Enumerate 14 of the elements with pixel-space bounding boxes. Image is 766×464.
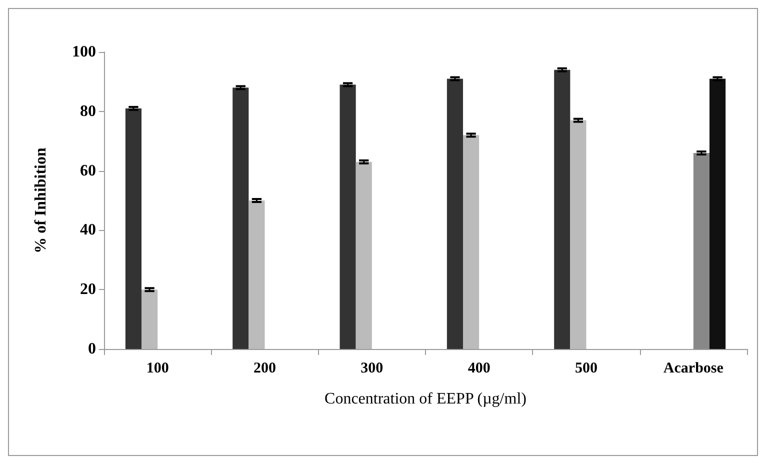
x-axis-title: Concentration of EEPP (µg/ml) — [324, 390, 526, 408]
y-tick-label: 20 — [80, 281, 96, 298]
x-tick-label: 500 — [575, 360, 598, 376]
x-tick-label: Acarbose — [663, 360, 724, 376]
y-tick-label: 0 — [88, 340, 96, 358]
x-tick-label: 400 — [468, 360, 490, 376]
x-tick-label: 300 — [360, 360, 384, 376]
y-tick-label: 80 — [80, 102, 96, 120]
y-axis-title: % of Inhibition — [32, 147, 50, 254]
y-tick-label: 60 — [80, 162, 96, 180]
x-tick-label: 100 — [146, 360, 169, 376]
y-tick-label: 100 — [72, 44, 96, 60]
x-tick-label: 200 — [254, 360, 276, 376]
y-tick-label: 40 — [80, 222, 96, 239]
